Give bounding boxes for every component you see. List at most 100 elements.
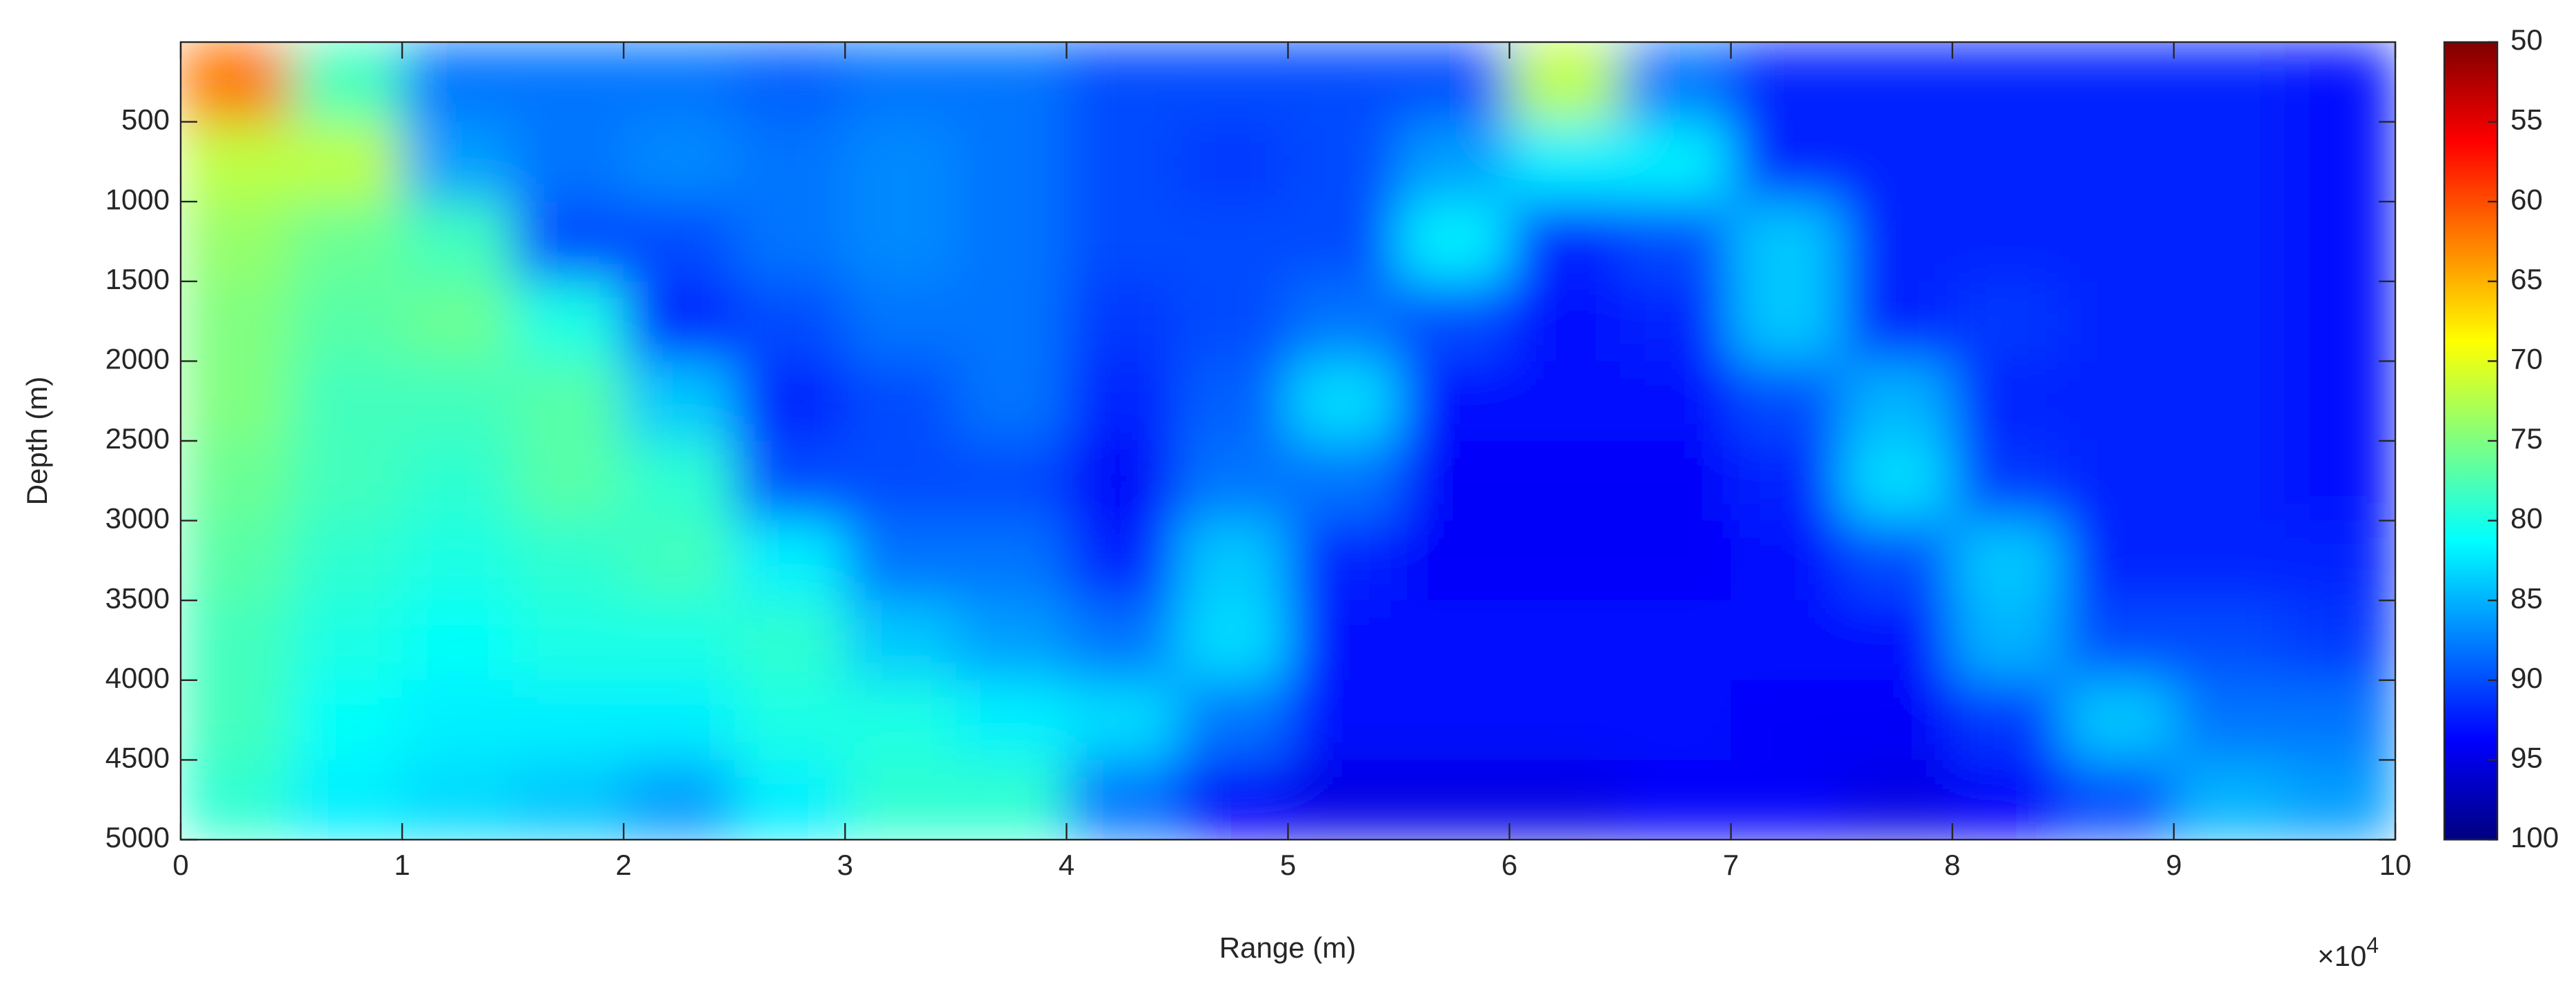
- heatmap-cell: [402, 600, 514, 681]
- heatmap-cell: [1399, 361, 1510, 442]
- heatmap-cell: [1509, 520, 1621, 602]
- heatmap-cell: [1288, 361, 1400, 442]
- heatmap-cell: [512, 760, 625, 840]
- heatmap-cell: [1620, 680, 1732, 761]
- heatmap-cell: [1399, 600, 1510, 681]
- heatmap-cell: [1841, 121, 1953, 203]
- heatmap-cell: [1399, 441, 1510, 522]
- heatmap-cell: [181, 42, 292, 123]
- heatmap-cell: [1841, 760, 1953, 840]
- y-tick-label: 1500: [106, 263, 170, 295]
- heatmap-cell: [402, 520, 514, 602]
- y-tick-label: 3000: [106, 502, 170, 535]
- heatmap-cell: [1620, 281, 1732, 362]
- heatmap-cell: [181, 441, 292, 522]
- heatmap-cell: [291, 121, 403, 203]
- colorbar-tick-label: 60: [2510, 183, 2543, 215]
- heatmap-cell: [512, 520, 625, 602]
- heatmap-cell: [1620, 760, 1732, 840]
- heatmap-cell: [512, 201, 625, 282]
- y-tick-label: 4000: [106, 662, 170, 694]
- heatmap-cell: [1509, 441, 1621, 522]
- y-tick-label: 3500: [106, 582, 170, 614]
- heatmap-cell: [2284, 281, 2395, 362]
- heatmap-cell: [181, 520, 292, 602]
- heatmap-cell: [623, 281, 735, 362]
- heatmap-cell: [512, 121, 625, 203]
- heatmap-cell: [512, 42, 625, 123]
- heatmap-cell: [1509, 201, 1621, 282]
- heatmap-cell: [1841, 42, 1953, 123]
- heatmap-cell: [734, 520, 846, 602]
- colorbar-tick-label: 55: [2510, 103, 2543, 136]
- heatmap-cell: [1177, 520, 1289, 602]
- heatmap-cell: [181, 121, 292, 203]
- heatmap-cell: [1620, 441, 1732, 522]
- heatmap-cell: [2063, 361, 2175, 442]
- heatmap-cell: [845, 760, 957, 840]
- heatmap-cell: [1066, 441, 1178, 522]
- heatmap-cell: [181, 201, 292, 282]
- heatmap-cell: [1288, 201, 1400, 282]
- colorbar-tick-label: 90: [2510, 662, 2543, 694]
- heatmap-cell: [1177, 121, 1289, 203]
- heatmap-cell: [512, 680, 625, 761]
- heatmap-cell: [955, 281, 1068, 362]
- heatmap-cell: [291, 201, 403, 282]
- heatmap-cell: [2284, 600, 2395, 681]
- heatmap-cell: [291, 760, 403, 840]
- x-tick-label: 3: [837, 849, 853, 881]
- heatmap-cell: [2063, 42, 2175, 123]
- heatmap-cell: [291, 42, 403, 123]
- heatmap-cell: [1841, 201, 1953, 282]
- heatmap-cell: [845, 441, 957, 522]
- heatmap-cell: [291, 600, 403, 681]
- x-tick-label: 0: [172, 849, 188, 881]
- heatmap-cell: [734, 600, 846, 681]
- heatmap-cell: [1952, 201, 2064, 282]
- heatmap-cell: [1288, 281, 1400, 362]
- heatmap-cell: [1399, 121, 1510, 203]
- heatmap-cell: [1509, 600, 1621, 681]
- heatmap-cell: [623, 600, 735, 681]
- x-tick-label: 10: [2379, 849, 2412, 881]
- colorbar-tick-label: 85: [2510, 582, 2543, 614]
- heatmap-cell: [1066, 520, 1178, 602]
- y-tick-label: 4500: [106, 741, 170, 773]
- heatmap-cell: [955, 42, 1068, 123]
- heatmap-cell: [955, 760, 1068, 840]
- heatmap-cell: [623, 520, 735, 602]
- heatmap-cell: [1730, 42, 1843, 123]
- heatmap-cell: [512, 441, 625, 522]
- colorbar-tick-label: 50: [2510, 23, 2543, 56]
- heatmap-cell: [1952, 42, 2064, 123]
- heatmap-cell: [2284, 201, 2395, 282]
- heatmap-cell: [1509, 121, 1621, 203]
- heatmap-cell: [1066, 121, 1178, 203]
- heatmap-cell: [623, 42, 735, 123]
- heatmap-cell: [1841, 600, 1953, 681]
- heatmap-cell: [955, 201, 1068, 282]
- heatmap-cell: [1730, 520, 1843, 602]
- heatmap-cell: [1399, 680, 1510, 761]
- heatmap-cell: [1509, 760, 1621, 840]
- heatmap-cell: [1952, 520, 2064, 602]
- x-tick-label: 2: [616, 849, 632, 881]
- heatmap-cell: [734, 760, 846, 840]
- heatmap-cell: [402, 760, 514, 840]
- heatmap-cell: [845, 281, 957, 362]
- heatmap-cell: [512, 281, 625, 362]
- heatmap-cell: [1066, 680, 1178, 761]
- heatmap-cell: [1066, 42, 1178, 123]
- heatmap-cell: [845, 361, 957, 442]
- x-axis-label: Range (m): [1219, 931, 1356, 964]
- heatmap-cell: [734, 121, 846, 203]
- heatmap-cell: [1620, 520, 1732, 602]
- heatmap-cell: [1730, 121, 1843, 203]
- heatmap-cell: [512, 600, 625, 681]
- heatmap-cell: [291, 680, 403, 761]
- heatmap-cell: [845, 600, 957, 681]
- heatmap-cell: [955, 361, 1068, 442]
- heatmap-cell: [1620, 361, 1732, 442]
- heatmap-cell: [1066, 760, 1178, 840]
